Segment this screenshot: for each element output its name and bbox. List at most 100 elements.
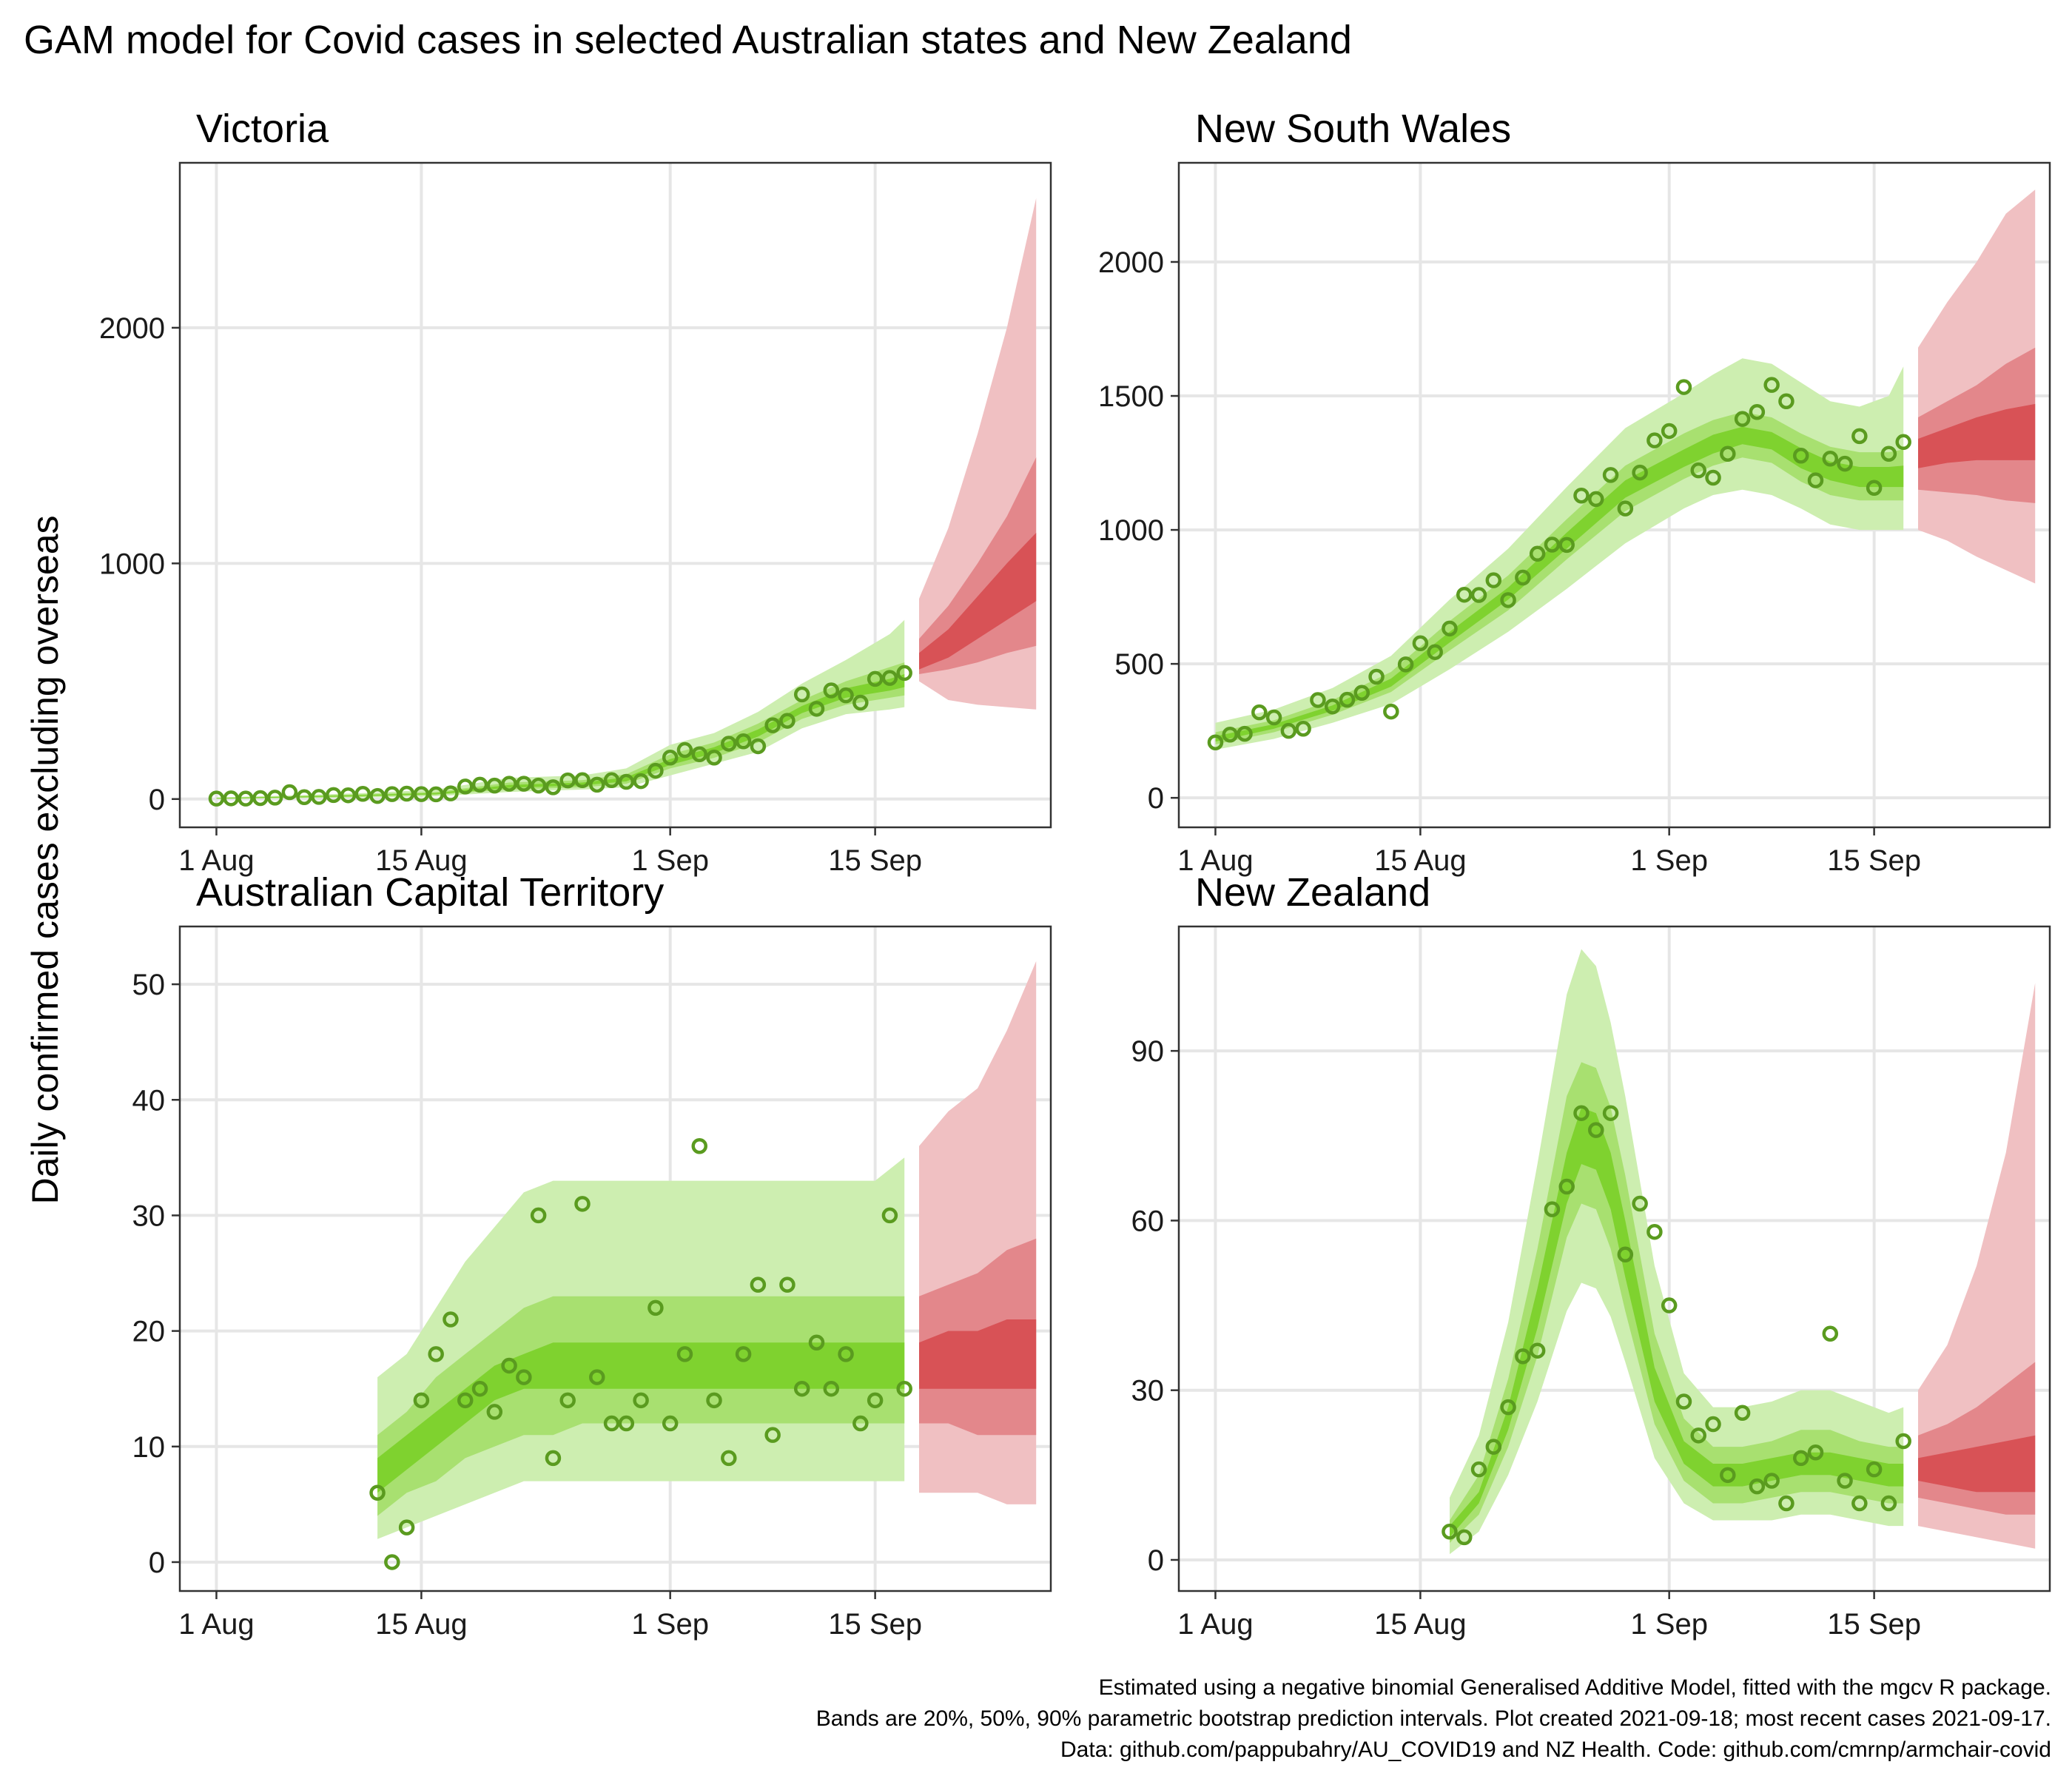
panel-frame [178, 161, 1052, 829]
observed-point [721, 1450, 737, 1467]
observed-point [852, 694, 869, 711]
observed-point [1324, 698, 1341, 715]
observed-point [1485, 572, 1502, 588]
observed-point [676, 741, 693, 758]
observed-point [384, 1554, 400, 1570]
observed-point [1880, 1495, 1897, 1512]
y-tick-label: 20 [132, 1316, 166, 1348]
observed-point [764, 717, 781, 733]
observed-point [1222, 726, 1238, 743]
observed-point [823, 682, 840, 699]
observed-point [1866, 1461, 1883, 1478]
observed-point [618, 1415, 635, 1432]
observed-point [1383, 703, 1399, 720]
observed-point [706, 1392, 722, 1409]
observed-point [721, 736, 737, 752]
observed-point [296, 789, 312, 805]
observed-point [1851, 428, 1868, 445]
observed-point [793, 686, 810, 703]
observed-point [1515, 569, 1531, 586]
observed-point [896, 1380, 912, 1397]
x-tick-label: 1 Sep [631, 1608, 709, 1641]
observed-point [516, 1369, 532, 1385]
caption-line-2: Bands are 20%, 50%, 90% parametric boots… [816, 1706, 2051, 1731]
observed-point [1588, 1122, 1604, 1138]
forecast-band-20 [919, 1319, 1037, 1389]
observed-point [750, 738, 767, 755]
y-tick-label: 1000 [99, 548, 165, 580]
observed-point [501, 776, 517, 792]
observed-point [1661, 423, 1678, 440]
y-tick-label: 40 [132, 1084, 166, 1117]
observed-point [618, 773, 635, 790]
observed-point [779, 1276, 796, 1293]
observed-point [1237, 725, 1253, 742]
panel-title: New South Wales [1195, 107, 1511, 151]
observed-point [428, 1346, 444, 1362]
y-tick-label: 2000 [99, 312, 165, 345]
observed-point [1558, 536, 1575, 554]
observed-point [1807, 1444, 1824, 1461]
observed-point [1720, 445, 1736, 462]
observed-point [1485, 1439, 1502, 1455]
observed-point [428, 786, 444, 803]
observed-point [559, 1392, 576, 1409]
y-tick-label: 0 [149, 784, 165, 816]
observed-point [1295, 720, 1311, 737]
observed-point [1500, 592, 1516, 608]
observed-point [603, 772, 620, 789]
observed-point [1632, 464, 1648, 481]
observed-point [238, 790, 254, 807]
y-tick-label: 10 [132, 1431, 166, 1464]
observed-point [369, 787, 386, 804]
observed-point [691, 746, 707, 763]
observed-point [1558, 1178, 1575, 1195]
y-tick-label: 60 [1131, 1205, 1165, 1237]
observed-point [1705, 469, 1721, 486]
observed-point [1456, 1529, 1473, 1546]
observed-point [589, 776, 605, 793]
observed-point [471, 776, 488, 793]
observed-point [1720, 1467, 1736, 1484]
observed-point [1442, 1524, 1458, 1540]
observed-point [1573, 487, 1590, 504]
observed-point [530, 777, 547, 794]
observed-point [1544, 1201, 1561, 1217]
observed-point [1661, 1297, 1678, 1314]
observed-point [881, 670, 898, 686]
observed-point [471, 1380, 488, 1397]
observed-point [281, 784, 298, 801]
observed-point [1500, 1399, 1516, 1416]
observed-point [1427, 644, 1443, 660]
y-tick-label: 1000 [1098, 514, 1164, 547]
observed-point [867, 670, 884, 687]
x-tick-label: 1 Sep [1630, 844, 1708, 877]
observed-point [413, 1392, 430, 1409]
observed-point [808, 1334, 825, 1350]
y-tick-label: 50 [132, 969, 166, 1001]
observed-point [1895, 1433, 1911, 1450]
observed-point [603, 1415, 620, 1432]
y-tick-label: 2000 [1098, 246, 1164, 279]
forecast-band-20 [919, 533, 1037, 670]
observed-point [1588, 491, 1604, 508]
observed-point [823, 1380, 840, 1397]
observed-point [662, 749, 679, 766]
observed-point [1675, 1393, 1692, 1410]
forecast-band-20 [1918, 1435, 2036, 1493]
observed-point [1397, 656, 1414, 673]
observed-point [1837, 455, 1853, 472]
observed-point [354, 786, 371, 802]
observed-point [779, 713, 796, 729]
observed-point [735, 1346, 752, 1362]
y-tick-label: 0 [1148, 1544, 1164, 1577]
observed-point [311, 789, 327, 805]
x-tick-label: 15 Sep [828, 844, 922, 877]
observed-point [1807, 472, 1824, 488]
observed-point [1412, 635, 1429, 651]
observed-point [691, 1137, 707, 1154]
observed-point [1529, 545, 1546, 562]
panel-4: New Zealand 0 30 60 90 1 Aug 15 Aug 1 Sep 15 Sep [1131, 870, 2051, 1641]
panel-1: Victoria 0 1000 2000 1 Aug 15 Aug 1 Sep 15 Sep [99, 107, 1052, 877]
